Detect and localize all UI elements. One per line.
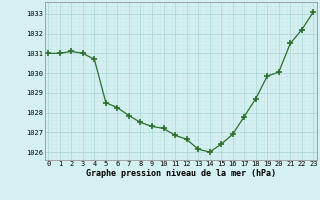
X-axis label: Graphe pression niveau de la mer (hPa): Graphe pression niveau de la mer (hPa) bbox=[86, 169, 276, 178]
